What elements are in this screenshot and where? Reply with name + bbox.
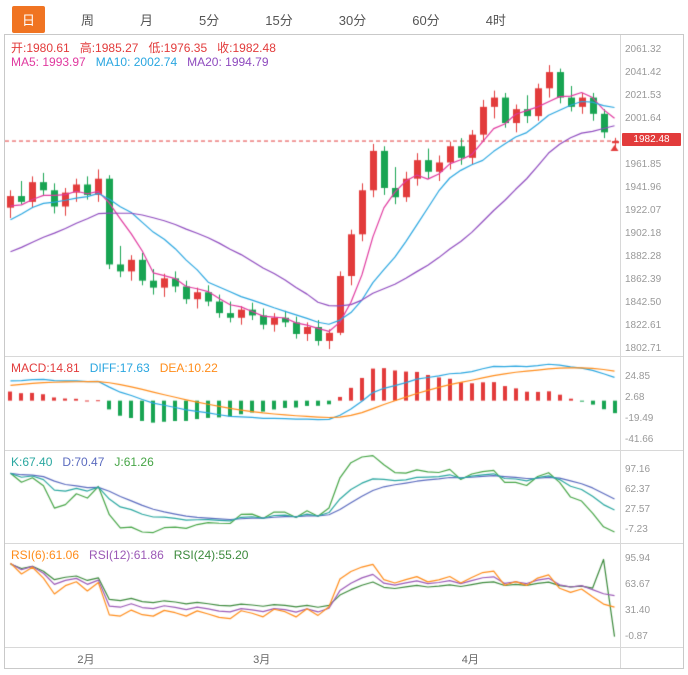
kdj-plot-area: K:67.40 D:70.47 J:61.26 <box>5 451 620 543</box>
x-axis-month-label: 2月 <box>77 654 95 666</box>
y-axis-tick: 1842.50 <box>625 297 662 309</box>
x-axis-labels: 2月 3月 4月 <box>5 648 620 668</box>
low-readout: 低:1976.35 <box>148 41 208 55</box>
price-plot-area: 开:1980.61 高:1985.27 低:1976.35 收:1982.48 MA5… <box>5 35 620 356</box>
y-axis-tick: 24.85 <box>625 371 651 383</box>
kdj-panel: K:67.40 D:70.47 J:61.26 97.16 62.37 27.57 -7.… <box>5 451 683 544</box>
y-axis-tick: 31.40 <box>625 604 651 616</box>
x-axis-row: 2月 3月 4月 <box>5 648 683 668</box>
j-value: J:61.26 <box>114 455 154 469</box>
y-axis-tick: 2041.42 <box>625 66 662 78</box>
y-axis-tick: 2061.32 <box>625 43 662 55</box>
tab-5min[interactable]: 5分 <box>189 6 229 33</box>
tab-day[interactable]: 日 <box>12 5 46 33</box>
y-axis-tick: 95.94 <box>625 553 651 565</box>
current-price-tag: 1982.48 <box>622 133 681 147</box>
kdj-axis: 97.16 62.37 27.57 -7.23 <box>620 451 682 543</box>
y-axis-tick: 1922.07 <box>625 205 662 217</box>
rsi-canvas[interactable] <box>5 544 620 647</box>
tab-60min[interactable]: 60分 <box>402 6 449 33</box>
tab-week[interactable]: 周 <box>71 6 104 33</box>
y-axis-tick: 2.68 <box>625 392 645 404</box>
y-axis-tick: 1882.28 <box>625 251 662 263</box>
kdj-readout: K:67.40 D:70.47 J:61.26 <box>11 455 164 469</box>
dea-value: DEA:10.22 <box>159 361 218 375</box>
x-axis-corner <box>620 648 682 668</box>
y-axis-tick: 1802.71 <box>625 343 662 355</box>
rsi-readout: RSI(6):61.06 RSI(12):61.86 RSI(24):55.20 <box>11 548 258 562</box>
y-axis-tick: -19.49 <box>625 413 654 425</box>
close-readout: 收:1982.48 <box>217 41 276 55</box>
ma5-readout: MA5: 1993.97 <box>11 55 86 69</box>
y-axis-tick: 2021.53 <box>625 89 662 101</box>
open-readout: 开:1980.61 <box>11 41 70 55</box>
macd-value: MACD:14.81 <box>11 361 80 375</box>
ohlc-readout: 开:1980.61 高:1985.27 低:1976.35 收:1982.48 <box>11 39 286 56</box>
ma10-readout: MA10: 2002.74 <box>95 55 178 69</box>
price-axis: 1982.48 2061.32 2041.42 2021.53 2001.64 1961… <box>620 35 682 356</box>
rsi6-value: RSI(6):61.06 <box>11 548 80 562</box>
y-axis-tick: -41.66 <box>625 434 654 446</box>
y-axis-tick: 63.67 <box>625 579 651 591</box>
macd-plot-area: MACD:14.81 DIFF:17.63 DEA:10.22 <box>5 357 620 450</box>
candlestick-canvas[interactable] <box>5 35 620 356</box>
y-axis-tick: 1961.85 <box>625 158 662 170</box>
y-axis-tick: -0.87 <box>625 630 648 642</box>
ma-readout: MA5: 1993.97 MA10: 2002.74 MA20: 1994.79 <box>11 55 279 69</box>
y-axis-tick: 27.57 <box>625 503 651 515</box>
tab-month[interactable]: 月 <box>130 6 163 33</box>
macd-readout: MACD:14.81 DIFF:17.63 DEA:10.22 <box>11 361 228 375</box>
y-axis-tick: 97.16 <box>625 463 651 475</box>
price-panel: 开:1980.61 高:1985.27 低:1976.35 收:1982.48 MA5… <box>5 35 683 357</box>
tab-30min[interactable]: 30分 <box>329 6 376 33</box>
x-axis-month-label: 3月 <box>253 654 271 666</box>
macd-axis: 24.85 2.68 -19.49 -41.66 <box>620 357 682 450</box>
tab-15min[interactable]: 15分 <box>255 6 302 33</box>
high-readout: 高:1985.27 <box>79 41 139 55</box>
macd-panel: MACD:14.81 DIFF:17.63 DEA:10.22 24.85 2.68 -… <box>5 357 683 451</box>
rsi-panel: RSI(6):61.06 RSI(12):61.86 RSI(24):55.20 9… <box>5 544 683 648</box>
x-axis-month-label: 4月 <box>461 654 479 666</box>
y-axis-tick: 1822.61 <box>625 320 662 332</box>
rsi12-value: RSI(12):61.86 <box>89 548 164 562</box>
macd-canvas[interactable] <box>5 357 620 450</box>
k-value: K:67.40 <box>11 455 53 469</box>
timeframe-toolbar: 日周月 5分 15分 30分 60分 4时 <box>4 4 684 34</box>
rsi24-value: RSI(24):55.20 <box>173 548 249 562</box>
y-axis-tick: 1941.96 <box>625 182 662 193</box>
y-axis-tick: 2001.64 <box>625 112 662 124</box>
rsi-axis: 95.94 63.67 31.40 -0.87 <box>620 544 682 647</box>
rsi-plot-area: RSI(6):61.06 RSI(12):61.86 RSI(24):55.20 <box>5 544 620 647</box>
y-axis-tick: 62.37 <box>625 483 651 495</box>
kdj-canvas[interactable] <box>5 451 620 543</box>
y-axis-tick: 1902.18 <box>625 228 662 240</box>
d-value: D:70.47 <box>62 455 105 469</box>
diff-value: DIFF:17.63 <box>89 361 150 375</box>
ma20-readout: MA20: 1994.79 <box>187 55 269 69</box>
y-axis-tick: -7.23 <box>625 523 648 535</box>
y-axis-tick: 1862.39 <box>625 274 662 286</box>
kline-chart-app: 日周月 5分 15分 30分 60分 4时 开:1980.61 高:1985.27 低:197… <box>4 4 684 669</box>
tab-4hour[interactable]: 4时 <box>476 6 516 33</box>
chart-wrapper: 开:1980.61 高:1985.27 低:1976.35 收:1982.48 MA5… <box>4 34 684 669</box>
